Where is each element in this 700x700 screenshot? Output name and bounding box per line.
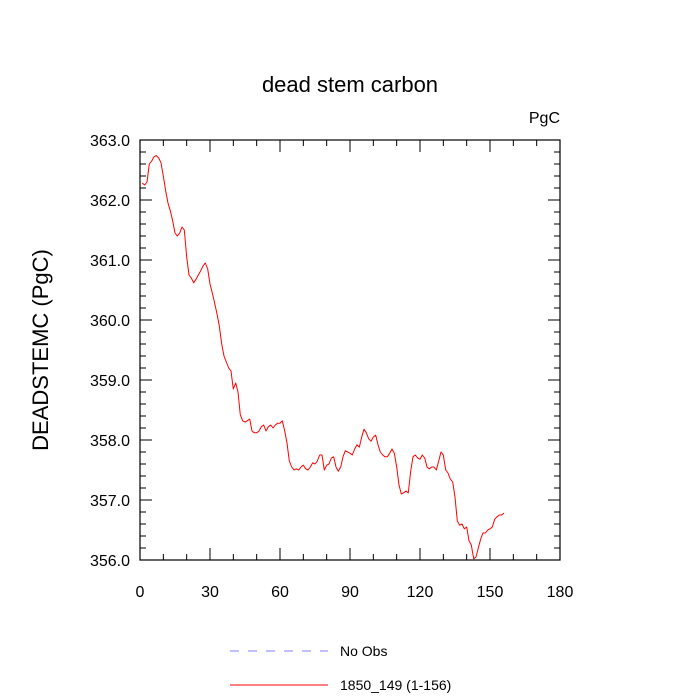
x-tick-label: 0 bbox=[136, 584, 145, 601]
y-axis-label: DEADSTEMC (PgC) bbox=[28, 249, 53, 451]
y-tick-label: 362.0 bbox=[90, 193, 130, 210]
x-tick-label: 120 bbox=[407, 584, 434, 601]
x-tick-label: 30 bbox=[201, 584, 219, 601]
series-line-model bbox=[142, 155, 505, 560]
y-tick-label: 356.0 bbox=[90, 553, 130, 570]
x-tick-label: 60 bbox=[271, 584, 289, 601]
axis-ticks bbox=[139, 139, 561, 561]
y-tick-label: 359.0 bbox=[90, 373, 130, 390]
unit-label: PgC bbox=[529, 110, 560, 127]
x-tick-labels: 0 30 60 90 120 150 180 bbox=[136, 584, 574, 601]
y-tick-label: 357.0 bbox=[90, 493, 130, 510]
legend-label-model: 1850_149 (1-156) bbox=[340, 677, 451, 693]
y-tick-label: 363.0 bbox=[90, 133, 130, 150]
series-group bbox=[142, 155, 505, 560]
chart-title: dead stem carbon bbox=[262, 72, 438, 97]
y-tick-label: 361.0 bbox=[90, 253, 130, 270]
x-tick-label: 180 bbox=[547, 584, 574, 601]
x-tick-label: 150 bbox=[477, 584, 504, 601]
x-tick-label: 90 bbox=[341, 584, 359, 601]
y-tick-label: 360.0 bbox=[90, 313, 130, 330]
legend: No Obs 1850_149 (1-156) bbox=[230, 643, 451, 693]
legend-label-no-obs: No Obs bbox=[340, 643, 387, 659]
y-tick-labels: 356.0 357.0 358.0 359.0 360.0 361.0 362.0 363.0 bbox=[90, 133, 130, 570]
y-tick-label: 358.0 bbox=[90, 433, 130, 450]
